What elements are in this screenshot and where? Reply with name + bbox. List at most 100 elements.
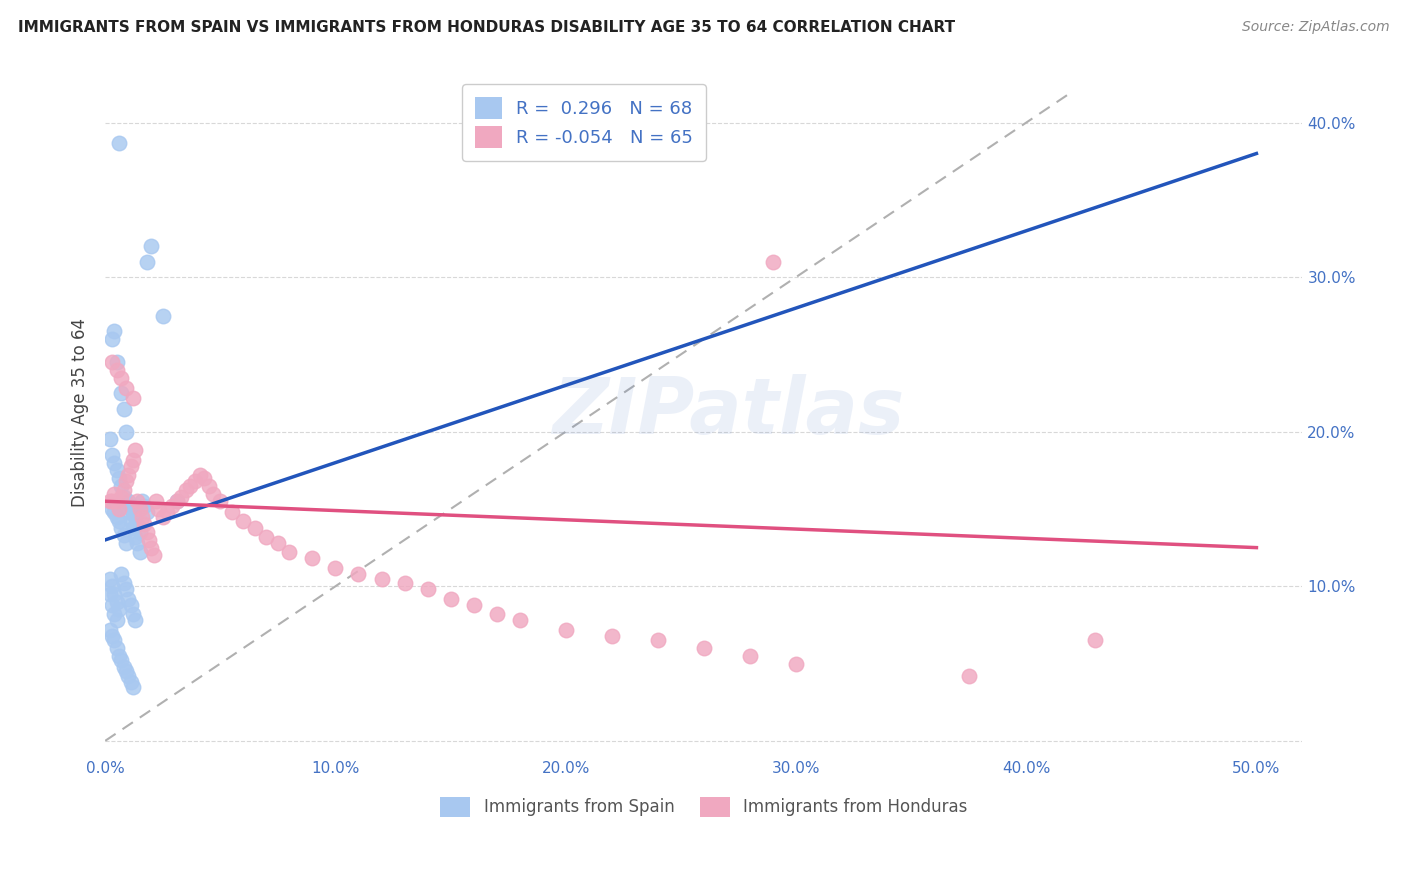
Point [463, 598, 485, 612]
Point [112, 490, 135, 504]
Point [115, 536, 138, 550]
Point [202, 486, 225, 500]
Point [117, 591, 139, 606]
Y-axis label: Disability Age 35 to 64: Disability Age 35 to 64 [72, 318, 89, 507]
Point [120, 458, 142, 473]
Point [108, 502, 131, 516]
Point [554, 623, 576, 637]
Point [145, 494, 167, 508]
Point [101, 332, 124, 346]
Text: IMMIGRANTS FROM SPAIN VS IMMIGRANTS FROM HONDURAS DISABILITY AGE 35 TO 64 CORREL: IMMIGRANTS FROM SPAIN VS IMMIGRANTS FROM… [18, 20, 956, 35]
Point [138, 533, 160, 547]
Point [117, 494, 139, 508]
Point [115, 499, 138, 513]
Point [221, 505, 243, 519]
Point [439, 591, 461, 606]
Point [600, 629, 623, 643]
Point [141, 239, 163, 253]
Point [174, 483, 197, 498]
Point [209, 494, 232, 508]
Point [121, 520, 143, 534]
Point [120, 598, 142, 612]
Point [105, 494, 128, 508]
Point [105, 595, 128, 609]
Point [98, 587, 121, 601]
Point [325, 560, 347, 574]
Point [120, 675, 142, 690]
Point [762, 254, 785, 268]
Point [394, 576, 416, 591]
Point [509, 613, 531, 627]
Point [108, 514, 131, 528]
Point [105, 463, 128, 477]
Point [105, 509, 128, 524]
Point [166, 494, 188, 508]
Point [156, 505, 179, 519]
Point [146, 502, 169, 516]
Point [184, 474, 207, 488]
Point [198, 479, 221, 493]
Point [121, 505, 143, 519]
Point [347, 566, 370, 581]
Point [738, 648, 761, 663]
Point [117, 467, 139, 482]
Point [103, 456, 125, 470]
Point [121, 391, 143, 405]
Point [120, 514, 142, 528]
Point [112, 528, 135, 542]
Point [232, 514, 254, 528]
Point [166, 494, 188, 508]
Point [278, 545, 301, 559]
Point [120, 499, 142, 513]
Point [188, 467, 211, 482]
Point [121, 680, 143, 694]
Point [141, 541, 163, 555]
Point [103, 587, 125, 601]
Point [110, 490, 132, 504]
Point [131, 509, 153, 524]
Point [117, 669, 139, 683]
Point [134, 517, 156, 532]
Point [135, 254, 157, 268]
Point [115, 665, 138, 679]
Point [115, 425, 138, 439]
Point [152, 309, 174, 323]
Point [127, 494, 149, 508]
Point [103, 486, 125, 500]
Text: Source: ZipAtlas.com: Source: ZipAtlas.com [1241, 20, 1389, 34]
Point [121, 607, 143, 621]
Point [110, 520, 132, 534]
Point [110, 479, 132, 493]
Point [112, 401, 135, 416]
Point [98, 433, 121, 447]
Point [131, 494, 153, 508]
Point [243, 520, 266, 534]
Point [128, 502, 150, 516]
Point [101, 448, 124, 462]
Point [128, 545, 150, 559]
Point [1084, 633, 1107, 648]
Legend: Immigrants from Spain, Immigrants from Honduras: Immigrants from Spain, Immigrants from H… [434, 790, 974, 823]
Point [112, 483, 135, 498]
Point [134, 499, 156, 513]
Point [98, 494, 121, 508]
Point [647, 633, 669, 648]
Point [105, 355, 128, 369]
Point [179, 479, 201, 493]
Point [785, 657, 807, 671]
Point [957, 669, 980, 683]
Point [370, 572, 392, 586]
Point [101, 355, 124, 369]
Point [152, 509, 174, 524]
Point [693, 641, 716, 656]
Point [110, 566, 132, 581]
Point [98, 623, 121, 637]
Point [110, 370, 132, 384]
Point [101, 629, 124, 643]
Point [105, 613, 128, 627]
Point [135, 505, 157, 519]
Point [103, 324, 125, 338]
Point [112, 659, 135, 673]
Point [127, 536, 149, 550]
Point [124, 613, 146, 627]
